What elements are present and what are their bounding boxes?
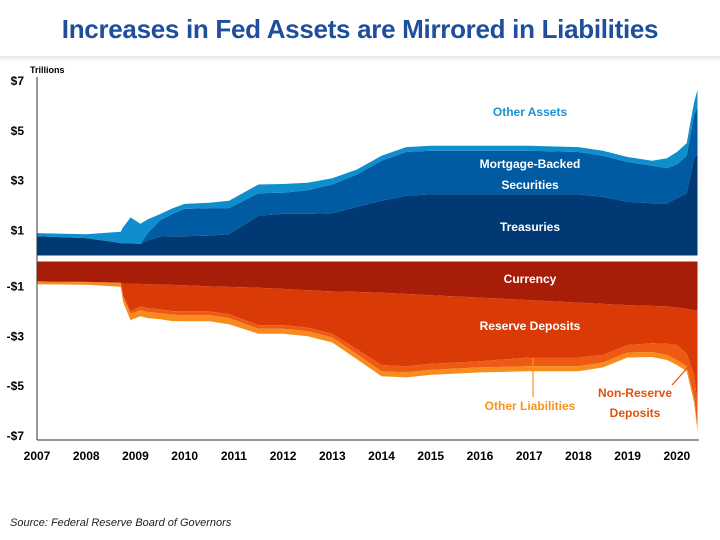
x-tick-label: 2017 bbox=[516, 449, 543, 463]
liabilities-area-other-liabilities bbox=[37, 281, 698, 432]
annotation-currency: Currency bbox=[504, 272, 557, 286]
annotation-reserve: Reserve Deposits bbox=[480, 319, 581, 333]
x-tick-label: 2014 bbox=[368, 449, 395, 463]
liabilities-area-currency bbox=[37, 261, 698, 311]
x-tick-label: 2011 bbox=[221, 449, 247, 463]
assets-area-other-assets bbox=[37, 89, 698, 244]
assets-area-treasuries bbox=[37, 154, 698, 256]
y-tick-label: -$7 bbox=[7, 429, 25, 443]
y-tick-label: $7 bbox=[11, 74, 25, 88]
annotation-nonres1: Non-Reserve bbox=[598, 386, 672, 400]
annotation-other-liab: Other Liabilities bbox=[485, 399, 576, 413]
y-tick-label: $5 bbox=[11, 124, 25, 138]
x-tick-label: 2016 bbox=[467, 449, 494, 463]
tick-labels: $7 $5 $3 $1 -$1 -$3 -$5 -$7 2007 2008 2009 2010 2011… bbox=[7, 74, 691, 463]
x-tick-label: 2018 bbox=[565, 449, 592, 463]
y-tick-label: $3 bbox=[11, 174, 25, 188]
y-tick-label: -$3 bbox=[7, 329, 25, 343]
x-tick-label: 2007 bbox=[24, 449, 51, 463]
x-tick-label: 2015 bbox=[417, 449, 444, 463]
x-tick-label: 2012 bbox=[270, 449, 297, 463]
x-tick-label: 2013 bbox=[319, 449, 346, 463]
y-tick-label: -$5 bbox=[7, 379, 25, 393]
annotations: Other Assets Mortgage-Backed Securities Tre… bbox=[480, 105, 691, 420]
annotation-treasuries: Treasuries bbox=[500, 220, 560, 234]
annotation-nonres2: Deposits bbox=[610, 406, 661, 420]
assets-area-mortgage-backed-securities bbox=[37, 107, 698, 244]
x-tick-label: 2019 bbox=[614, 449, 641, 463]
source-note: Source: Federal Reserve Board of Governo… bbox=[10, 517, 232, 529]
axes bbox=[36, 77, 699, 441]
y-axis-label: Trillions bbox=[30, 65, 65, 75]
x-tick-label: 2009 bbox=[122, 449, 149, 463]
x-tick-label: 2010 bbox=[171, 449, 198, 463]
y-tick-label: $1 bbox=[11, 224, 25, 238]
non-reserve-leader bbox=[671, 364, 691, 386]
x-tick-label: 2020 bbox=[663, 449, 690, 463]
annotation-mbs2: Securities bbox=[501, 178, 559, 192]
title-divider bbox=[0, 56, 720, 62]
annotation-mbs1: Mortgage-Backed bbox=[480, 157, 581, 171]
y-tick-label: -$1 bbox=[7, 279, 25, 293]
area-layers bbox=[37, 89, 698, 432]
x-tick-label: 2008 bbox=[73, 449, 100, 463]
page-title: Increases in Fed Assets are Mirrored in … bbox=[61, 14, 659, 44]
liabilities-area-reserve-deposits bbox=[37, 281, 698, 404]
annotation-other-assets: Other Assets bbox=[493, 105, 568, 119]
